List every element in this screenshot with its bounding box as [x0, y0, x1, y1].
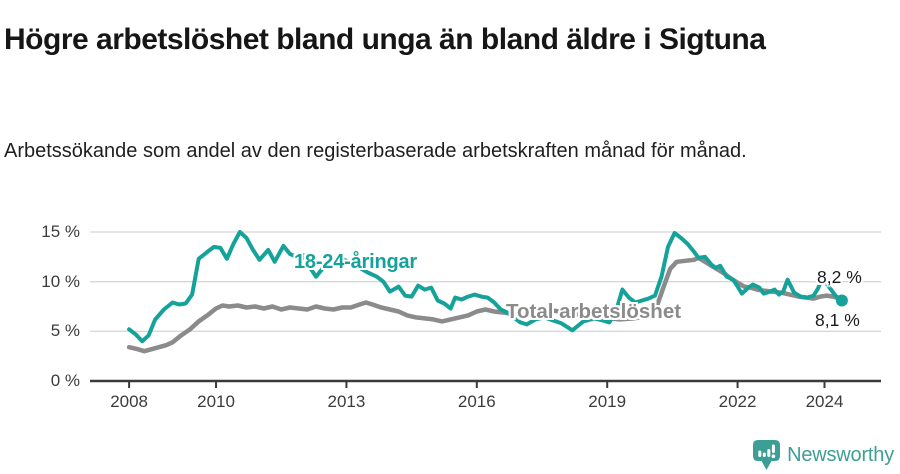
- x-tick-label-2022: 2022: [718, 392, 757, 411]
- y-tick-label-5: 5 %: [50, 321, 80, 341]
- end-marker-dot: [835, 294, 848, 307]
- y-tick-label-10: 10 %: [41, 271, 80, 291]
- series-line-youth: [127, 230, 844, 344]
- chart-subtitle: Arbetssökande som andel av den registerb…: [4, 140, 747, 162]
- newsworthy-logo-text: Newsworthy: [787, 444, 894, 466]
- series-line-total: [126, 255, 845, 354]
- chart-title: Högre arbetslöshet bland unga än bland ä…: [4, 23, 766, 57]
- x-tick-label-2010: 2010: [197, 392, 235, 411]
- newsworthy-logo-icon: [753, 440, 781, 470]
- y-tick-label-15: 15 %: [41, 222, 80, 241]
- series-label-youth: 18-24-åringar: [294, 251, 418, 273]
- y-tick-label-0: 0 %: [50, 371, 80, 390]
- series-label-total: Total arbetslöshet: [506, 300, 682, 323]
- end-value-total: 8,2 %: [817, 267, 862, 287]
- x-tick-label-2016: 2016: [457, 392, 496, 411]
- end-value-youth: 8,1 %: [815, 310, 860, 330]
- newsworthy-branding[interactable]: Newsworthy: [753, 440, 894, 471]
- x-tick-label-2013: 2013: [327, 392, 366, 411]
- x-tick-label-2019: 2019: [588, 392, 627, 411]
- x-tick-label-2008: 2008: [110, 392, 149, 411]
- x-tick-label-2024: 2024: [805, 392, 844, 411]
